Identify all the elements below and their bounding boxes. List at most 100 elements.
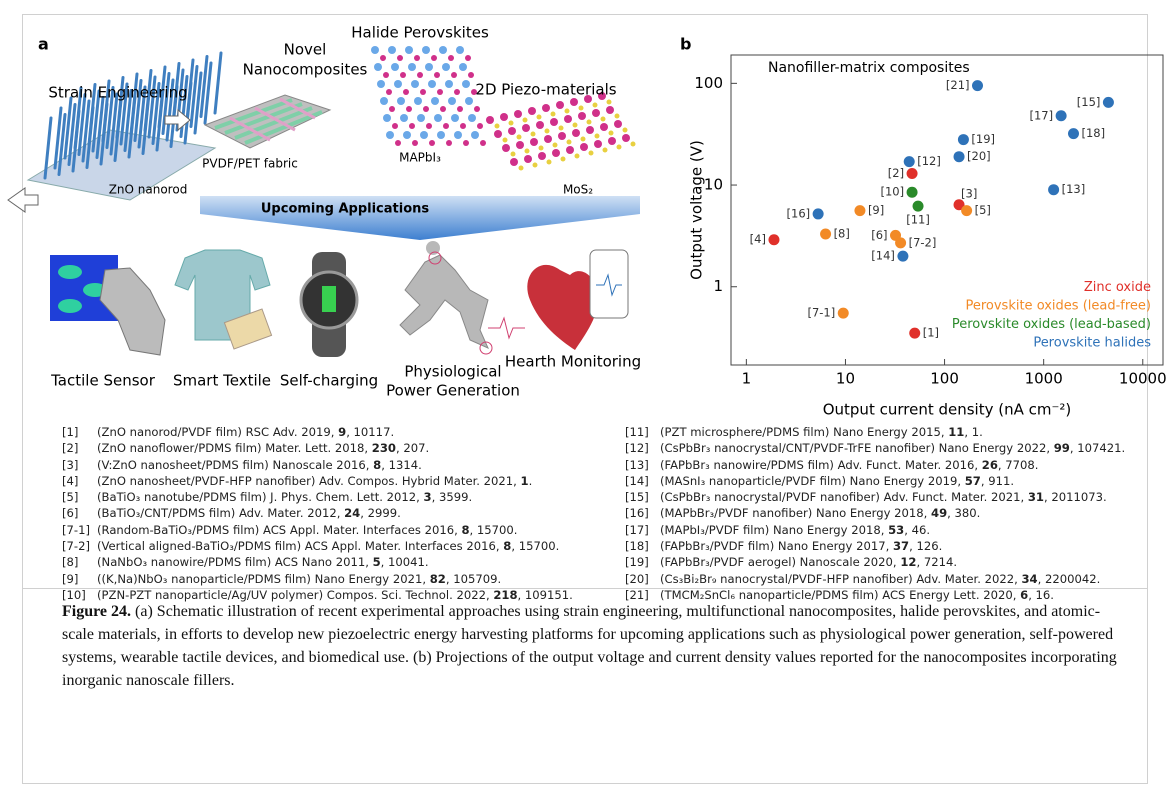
reference-text: (Random-BaTiO₃/PDMS film) ACS Appl. Mate…	[97, 522, 462, 537]
atom	[465, 97, 473, 105]
reference-pages: , 380.	[947, 506, 981, 521]
point-label: [14]	[871, 249, 895, 263]
atom	[538, 145, 544, 151]
reference: [7-1] (Random-BaTiO₃/PDMS film) ACS Appl.…	[62, 522, 573, 538]
atom	[429, 140, 435, 146]
atom	[616, 144, 622, 150]
material-title: 2D Piezo-materials	[475, 81, 616, 99]
atom	[586, 126, 594, 134]
atom	[524, 148, 530, 154]
atom	[434, 114, 442, 122]
point	[837, 307, 849, 319]
atom	[510, 151, 516, 157]
banner-arrow	[200, 196, 640, 240]
textile-patch	[223, 308, 273, 350]
atom	[448, 97, 456, 105]
reference-volume: 49	[931, 506, 948, 521]
atom	[572, 122, 578, 128]
reference-pages: , 109151.	[517, 587, 573, 602]
atom	[409, 123, 415, 129]
reference-text: (ZnO nanoflower/PDMS film) Mater. Lett. …	[97, 441, 372, 456]
atom	[426, 123, 432, 129]
atom	[606, 99, 612, 105]
atom	[594, 140, 602, 148]
atom	[468, 72, 474, 78]
atom	[570, 98, 578, 106]
atom	[395, 140, 401, 146]
nanorod	[91, 89, 101, 153]
reference-text: (CsPbBr₃ nanocrystal/PVDF nanofiber) Adv…	[660, 490, 1028, 505]
point	[909, 327, 921, 339]
legend-entry: Perovskite halides	[1033, 336, 1151, 351]
atom	[442, 63, 450, 71]
atom	[494, 123, 500, 129]
atom	[516, 141, 524, 149]
reference-pages: , 15700.	[469, 522, 518, 537]
legend-entry: Zinc oxide	[1084, 280, 1151, 295]
atom	[431, 55, 437, 61]
atom	[400, 72, 406, 78]
atom	[614, 113, 620, 119]
point-label: [15]	[1077, 95, 1101, 109]
reference-tag: [8]	[62, 555, 79, 570]
atom	[437, 89, 443, 95]
joint-marker	[479, 341, 493, 355]
reference-tag: [1]	[62, 425, 79, 439]
nanorod	[81, 99, 91, 163]
point-label: [16]	[787, 206, 811, 220]
application-label: Smart Textile	[173, 372, 271, 390]
phone	[589, 249, 629, 319]
point	[906, 167, 918, 179]
reference: [11] (PZT microsphere/PDMS film) Nano Ene…	[625, 424, 1125, 440]
nanorod	[143, 69, 153, 132]
atom	[403, 89, 409, 95]
atom	[584, 95, 592, 103]
references-left: [1] (ZnO nanorod/PVDF film) RSC Adv. 2019…	[62, 424, 573, 603]
reference-pages: , 7708.	[997, 457, 1039, 472]
panel-a-art	[7, 46, 640, 357]
reference-volume: 57	[964, 473, 981, 488]
nanorod	[133, 79, 143, 142]
atom	[459, 63, 467, 71]
reference-pages: , 2999.	[360, 506, 401, 521]
point-label: [9]	[868, 203, 884, 217]
point	[1067, 128, 1079, 140]
atom	[460, 123, 466, 129]
reference-text: (PZT microsphere/PDMS film) Nano Energy …	[660, 425, 949, 439]
point-label: [12]	[917, 154, 941, 168]
atom	[508, 127, 516, 135]
caption-rule	[22, 588, 1148, 589]
x-tick-label: 10	[836, 370, 855, 388]
reference-text: ((K,Na)NbO₃ nanoparticle/PDMS film) Nano…	[97, 571, 430, 586]
point-label: [3]	[961, 186, 977, 200]
atom	[530, 131, 536, 137]
y-tick-label: 1	[713, 277, 723, 295]
atom	[434, 72, 440, 78]
reference-volume: 34	[1021, 571, 1038, 586]
nanorod	[129, 72, 139, 136]
application-label: Self-charging	[280, 372, 378, 390]
atom	[443, 123, 449, 129]
reference-pages: , 911.	[980, 473, 1015, 488]
reference-tag: [9]	[62, 571, 79, 586]
nanorod	[147, 75, 157, 139]
atom	[420, 131, 428, 139]
point-label: [7-1]	[807, 306, 835, 320]
atom	[502, 144, 510, 152]
nanorod	[151, 82, 161, 145]
application-label: Hearth Monitoring	[505, 353, 641, 371]
reference-tag: [15]	[625, 490, 649, 505]
atom	[392, 123, 398, 129]
substrate	[26, 129, 217, 201]
atom	[406, 106, 412, 112]
atom	[572, 129, 580, 137]
atom	[440, 106, 446, 112]
nanorod	[119, 82, 129, 146]
point	[953, 151, 965, 163]
reference-pages: , 16.	[1028, 587, 1054, 602]
reference-pages: , 107421.	[1069, 441, 1126, 456]
legend-entry: Perovskite oxides (lead-free)	[965, 299, 1151, 314]
point	[812, 208, 824, 220]
atom	[380, 55, 386, 61]
reference-pages: , 105709.	[445, 571, 502, 586]
